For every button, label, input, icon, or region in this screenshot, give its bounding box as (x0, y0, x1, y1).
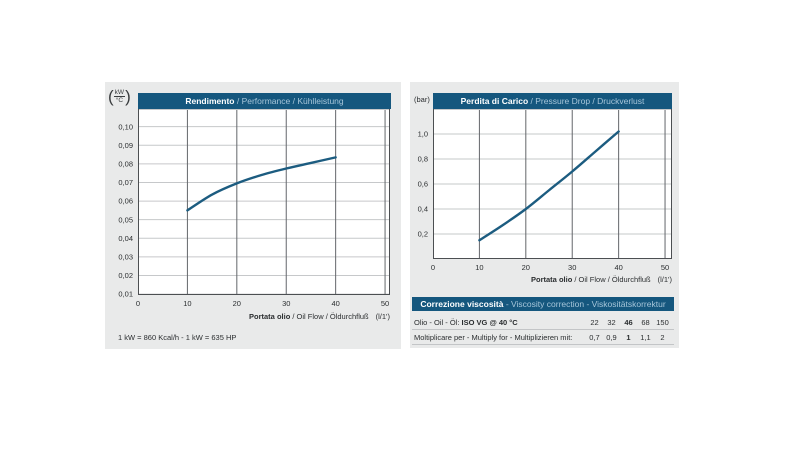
y-tick-label: 0,04 (118, 234, 133, 243)
y-tick-label: 0,07 (118, 178, 133, 187)
unit-denominator: °C (115, 97, 124, 104)
y-tick-label: 0,10 (118, 122, 133, 131)
viscosity-value: 22 (590, 317, 599, 327)
title-italian: Perdita di Carico (460, 96, 529, 106)
paren-close: ) (125, 87, 131, 106)
x-tick-label: 10 (475, 263, 483, 272)
x-tick-label: 40 (614, 263, 622, 272)
oil-grade-label-bold: ISO VG @ 40 °C (461, 317, 518, 327)
viscosity-value: 2 (660, 332, 665, 342)
y-tick-label: 0,2 (418, 230, 428, 239)
multiplier-label-regular: Moltiplicare per - Multiply for - Multip… (414, 332, 573, 342)
y-tick-label: 0,8 (418, 155, 428, 164)
title-translations: / Performance / Kühlleistung (234, 96, 344, 106)
viscosity-table-row-multiplier: Moltiplicare per - Multiply for - Multip… (412, 330, 674, 344)
conversion-footnote: 1 kW = 860 Kcal/h - 1 kW = 635 HP (118, 333, 237, 342)
xlabel-translations: / Oil Flow / Öldurchfluß (572, 275, 651, 284)
pressure-drop-curve (478, 130, 620, 242)
y-tick-label: 0,4 (418, 205, 428, 214)
kw-per-c-fraction: kW °C (113, 89, 126, 104)
y-tick-label: 0,06 (118, 197, 133, 206)
title-translations: / Pressure Drop / Druckverlust (528, 96, 645, 106)
viscosity-value: 1 (626, 332, 631, 342)
oil-grade-label: Olio - Oil - Öl: ISO VG @ 40 °C (412, 318, 518, 327)
viscosity-value: 32 (607, 317, 616, 327)
table-bottom-rule (412, 344, 674, 345)
x-tick-label: 50 (381, 299, 389, 308)
pressure-drop-chart: 0,2 0,4 0,6 0,8 1,0 0 10 20 30 40 50 (418, 109, 672, 272)
x-tick-label: 20 (522, 263, 530, 272)
xlabel-unit: (l/1') (375, 312, 390, 321)
x-tick-label: 20 (233, 299, 241, 308)
x-tick-label: 0 (431, 263, 435, 272)
viscosity-value: 0,9 (606, 332, 617, 342)
x-tick-label: 40 (331, 299, 339, 308)
pressure-drop-x-axis-label: Portata olio / Oil Flow / Öldurchfluß (l/… (410, 275, 672, 284)
viscosity-row-values-1: 0,7 0,9 1 1,1 2 (586, 333, 674, 342)
title-italian: Rendimento (185, 96, 235, 106)
viscosity-row-values-0: 22 32 46 68 150 (586, 318, 674, 327)
xlabel-italian: Portata olio (249, 312, 291, 321)
viscosity-value: 150 (656, 317, 669, 327)
y-tick-label: 0,08 (118, 159, 133, 168)
visc-title-translations: - Viscosity correction - Viskositätskorr… (503, 299, 666, 309)
y-tick-label: 0,05 (118, 215, 133, 224)
performance-chart: 0,01 0,02 0,03 0,04 0,05 0,06 0,07 0,08 0,09 0,10… (118, 109, 390, 308)
viscosity-value: 68 (641, 317, 650, 327)
xlabel-unit: (l/1') (657, 275, 672, 284)
x-tick-label: 30 (568, 263, 576, 272)
x-tick-label: 0 (136, 299, 140, 308)
performance-chart-title: Rendimento / Performance / Kühlleistung (138, 93, 391, 109)
table-divider (412, 329, 674, 330)
pressure-drop-chart-title: Perdita di Carico / Pressure Drop / Druc… (433, 93, 672, 109)
viscosity-table-row-oil-grade: Olio - Oil - Öl: ISO VG @ 40 °C 22 32 46 68… (412, 315, 674, 329)
viscosity-correction-title: Correzione viscosità - Viscosity correct… (412, 297, 674, 311)
paren-open: ( (108, 87, 114, 106)
y-axis-unit-bar: (bar) (414, 95, 430, 104)
y-tick-label: 0,01 (118, 290, 133, 299)
pressure-drop-panel: (bar) Perdita di Carico / Pressure Drop … (410, 82, 679, 348)
xlabel-translations: / Oil Flow / Öldurchfluß (290, 312, 369, 321)
xlabel-italian: Portata olio (531, 275, 573, 284)
viscosity-value: 1,1 (640, 332, 651, 342)
y-tick-label: 0,6 (418, 180, 428, 189)
unit-numerator: kW (113, 89, 126, 97)
plot-area (138, 109, 390, 295)
multiplier-label: Moltiplicare per - Multiply for - Multip… (412, 333, 572, 342)
y-tick-label: 1,0 (418, 130, 428, 139)
oil-grade-label-regular: Olio - Oil - Öl: (414, 317, 462, 327)
y-tick-label: 0,03 (118, 252, 133, 261)
viscosity-value: 46 (624, 317, 633, 327)
performance-curve (186, 156, 337, 212)
x-tick-label: 50 (661, 263, 669, 272)
performance-x-axis-label: Portata olio / Oil Flow / Öldurchfluß (l/… (105, 312, 390, 321)
y-tick-label: 0,02 (118, 271, 133, 280)
x-tick-label: 10 (183, 299, 191, 308)
viscosity-value: 0,7 (589, 332, 600, 342)
performance-panel: ( kW °C ) Rendimento / Performance / Küh… (105, 82, 401, 349)
y-axis-unit-kw-per-c: ( kW °C ) (108, 88, 131, 105)
x-tick-label: 30 (282, 299, 290, 308)
y-tick-label: 0,09 (118, 141, 133, 150)
visc-title-italian: Correzione viscosità (420, 299, 504, 309)
